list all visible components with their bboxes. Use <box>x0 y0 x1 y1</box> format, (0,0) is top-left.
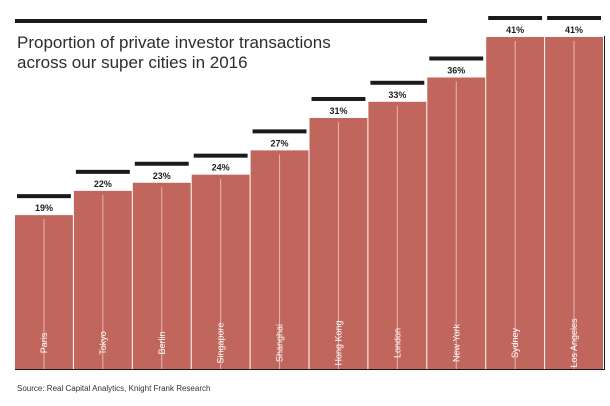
bar-cap-shanghai <box>252 129 307 134</box>
category-label-berlin: Berlin <box>157 331 167 354</box>
value-label-paris: 19% <box>35 203 53 213</box>
category-label-hong-kong: Hong Kong <box>333 320 343 365</box>
source-note: Source: Real Capital Analytics, Knight F… <box>17 384 210 393</box>
category-label-new-york: New York <box>451 323 461 362</box>
bar-cap-london <box>370 80 425 85</box>
baseline <box>15 369 605 370</box>
bar-inner-line-sydney <box>514 41 516 369</box>
right-frame-line <box>604 36 605 369</box>
value-label-los-angeles: 41% <box>565 25 583 35</box>
value-label-berlin: 23% <box>153 171 171 181</box>
category-label-los-angeles: Los Angeles <box>569 318 579 368</box>
category-label-tokyo: Tokyo <box>98 331 108 355</box>
category-label-shanghai: Shanghai <box>275 324 285 362</box>
bar-inner-line-hong-kong <box>337 121 339 369</box>
category-label-london: London <box>392 328 402 358</box>
top-rule <box>15 19 427 23</box>
bar-inner-line-new-york <box>455 81 457 370</box>
value-label-london: 33% <box>388 90 406 100</box>
bar-inner-line-singapore <box>220 178 222 369</box>
category-label-singapore: Singapore <box>216 322 226 363</box>
chart-title-line-2: across our super cities in 2016 <box>17 53 248 72</box>
bar-inner-line-los-angeles <box>573 41 575 369</box>
category-label-sydney: Sydney <box>510 327 520 358</box>
value-label-hong-kong: 31% <box>329 106 347 116</box>
bar-cap-los-angeles <box>547 16 601 20</box>
bar-inner-line-london <box>396 105 398 369</box>
category-label-paris: Paris <box>39 332 49 353</box>
value-label-shanghai: 27% <box>271 138 289 148</box>
value-label-tokyo: 22% <box>94 179 112 189</box>
bar-cap-berlin <box>134 161 189 166</box>
bar-cap-new-york <box>429 56 484 61</box>
bar-inner-line-tokyo <box>102 194 104 369</box>
bar-cap-paris <box>17 194 71 199</box>
bar-inner-line-paris <box>43 219 45 369</box>
bar-inner-line-shanghai <box>279 154 281 369</box>
bars-group: 19% Paris 22% Tokyo 23% Berlin 24% Singapore 27%… <box>15 16 603 370</box>
bar-cap-hong-kong <box>311 96 366 101</box>
bar-cap-singapore <box>193 153 248 158</box>
chart-title-line-1: Proportion of private investor transacti… <box>17 33 331 52</box>
value-label-new-york: 36% <box>447 65 465 75</box>
value-label-singapore: 24% <box>212 163 230 173</box>
value-label-sydney: 41% <box>506 25 524 35</box>
bar-inner-line-berlin <box>161 186 163 369</box>
bar-cap-sydney <box>488 16 543 20</box>
bar-cap-tokyo <box>75 169 130 174</box>
